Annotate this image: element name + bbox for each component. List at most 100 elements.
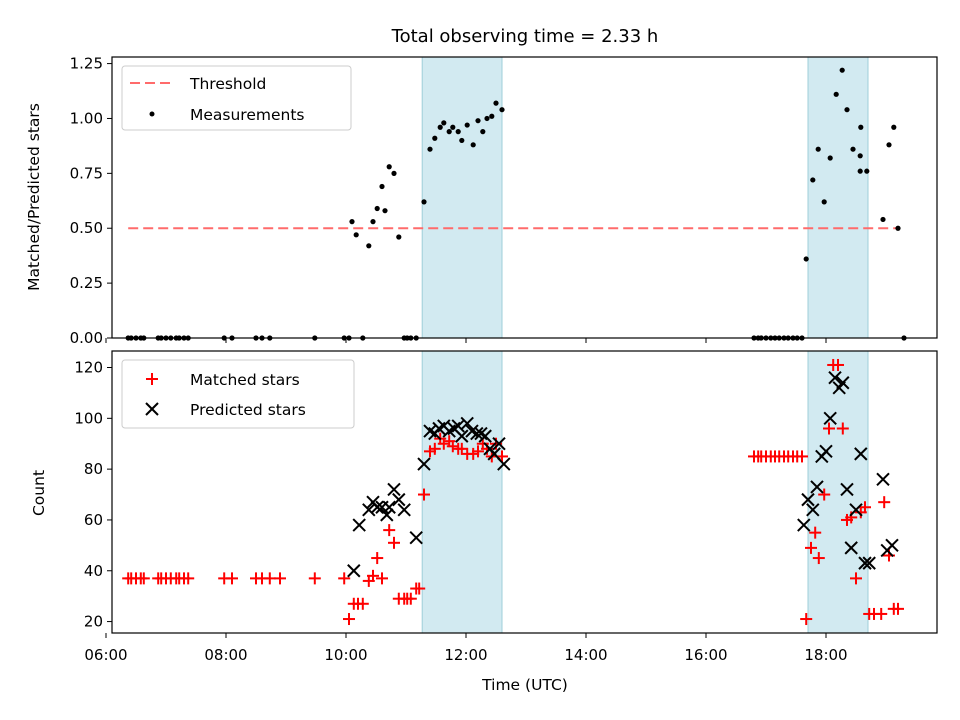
- predicted-star-point: [497, 457, 511, 471]
- bottom-x-ticks: 06:00 08:00 10:00 12:00 14:00 16:00 18:00: [84, 633, 848, 664]
- predicted-star-point: [810, 480, 824, 494]
- predicted-star-point: [382, 500, 396, 514]
- measurement-point: [366, 243, 372, 249]
- measurement-point: [489, 113, 495, 119]
- measurement-point: [464, 122, 470, 128]
- matched-star-point: [796, 450, 808, 463]
- x-tick-label: 08:00: [204, 646, 247, 664]
- predicted-star-point: [451, 419, 465, 433]
- top-x-ticks: [105, 338, 827, 343]
- matched-star-point: [812, 552, 825, 565]
- bottom-y-axis-label: Count: [30, 470, 48, 516]
- matched-star-point: [818, 488, 831, 501]
- measurement-point: [815, 146, 821, 152]
- legend-measurements-label: Measurements: [190, 106, 305, 124]
- measurement-point: [427, 146, 433, 152]
- x-tick-label: 06:00: [84, 646, 127, 664]
- legend-predicted-swatch: [145, 402, 159, 416]
- measurement-point: [880, 216, 886, 223]
- predicted-star-point: [806, 503, 820, 517]
- measurement-point: [844, 107, 850, 113]
- bottom-axes-frame: [111, 350, 938, 634]
- y-tick-label: 0.75: [70, 164, 103, 182]
- predicted-star-point: [876, 472, 890, 487]
- top-shaded-intervals: [421, 56, 869, 339]
- measurement-point: [353, 232, 359, 238]
- y-tick-label: 60: [84, 511, 103, 529]
- predicted-star-point: [840, 482, 854, 497]
- matched-star-point: [878, 496, 891, 509]
- bottom-y-ticks: 20 40 60 80 100 120: [74, 359, 112, 631]
- legend-matched-label: Matched stars: [190, 371, 300, 389]
- matched-star-point: [376, 572, 388, 585]
- legend-matched-swatch: [146, 373, 158, 385]
- measurement-point: [459, 137, 465, 144]
- predicted-star-point: [885, 538, 899, 553]
- x-tick-label: 12:00: [444, 646, 487, 664]
- predicted-star-point: [823, 411, 837, 426]
- x-tick-label: 18:00: [804, 646, 847, 664]
- measurement-point: [432, 135, 438, 141]
- measurement-point: [833, 91, 839, 97]
- shaded-interval: [421, 350, 503, 634]
- top-y-ticks: 0.00 0.25 0.50 0.75 1.00 1.25: [70, 55, 112, 347]
- y-tick-label: 20: [84, 613, 103, 631]
- predicted-star-point: [387, 482, 401, 497]
- top-y-axis-label: Matched/Predicted stars: [25, 103, 43, 291]
- predicted-star-point: [844, 541, 858, 555]
- measurement-point: [886, 142, 892, 148]
- matched-star-point: [137, 572, 150, 585]
- x-tick-label: 10:00: [324, 646, 367, 664]
- measurement-point: [857, 168, 863, 174]
- measurement-point: [857, 153, 863, 159]
- bottom-shaded-intervals: [421, 350, 869, 634]
- measurement-point: [499, 107, 505, 113]
- y-tick-label: 40: [84, 562, 103, 580]
- measurement-point: [396, 234, 402, 240]
- top-axes-frame: [111, 56, 938, 339]
- matched-star-point: [472, 445, 484, 458]
- measurement-point: [891, 124, 897, 130]
- measurement-point: [421, 199, 427, 205]
- matched-star-point: [850, 572, 862, 585]
- measurement-point: [839, 67, 845, 73]
- predicted-star-point: [836, 376, 850, 390]
- x-axis-label: Time (UTC): [481, 676, 568, 694]
- predicted-star-point: [362, 503, 376, 517]
- measurement-point: [803, 256, 809, 262]
- measurement-point: [895, 225, 901, 231]
- predicted-star-point: [492, 437, 506, 451]
- matched-star-point: [383, 524, 396, 537]
- measurement-point: [450, 124, 456, 130]
- chart-title: Total observing time = 2.33 h: [391, 26, 659, 47]
- predicted-star-point: [380, 508, 394, 522]
- x-tick-label: 16:00: [684, 646, 727, 664]
- predicted-star-point: [409, 531, 423, 545]
- predicted-star-point: [828, 370, 842, 385]
- measurement-point: [374, 205, 380, 212]
- predicted-star-point: [849, 503, 863, 517]
- y-tick-label: 0.25: [70, 274, 103, 292]
- matched-star-point: [388, 536, 400, 549]
- matched-star-point: [805, 541, 817, 554]
- predicted-star-point: [455, 429, 469, 443]
- predicted-star-point: [347, 564, 361, 578]
- y-tick-label: 0.50: [70, 219, 103, 237]
- predicted-star-point: [397, 503, 411, 517]
- y-tick-label: 80: [84, 460, 103, 478]
- measurement-point: [858, 124, 864, 130]
- predicted-star-point: [858, 556, 872, 570]
- predicted-star-point: [352, 518, 366, 532]
- bottom-panel: 20 40 60 80 100 120 06:00 08:00 10:00 12:00 14:00…: [30, 350, 938, 694]
- measurement-point: [850, 146, 856, 152]
- shaded-interval: [807, 56, 869, 339]
- measurement-point: [864, 168, 870, 174]
- bottom-legend: Matched stars Predicted stars: [121, 359, 355, 429]
- measurement-point: [391, 170, 397, 176]
- y-tick-label: 1.25: [70, 55, 103, 73]
- shaded-interval: [807, 350, 869, 634]
- matched-star-point: [263, 572, 276, 585]
- matched-star-point: [404, 592, 417, 605]
- matched-star-point: [455, 442, 468, 455]
